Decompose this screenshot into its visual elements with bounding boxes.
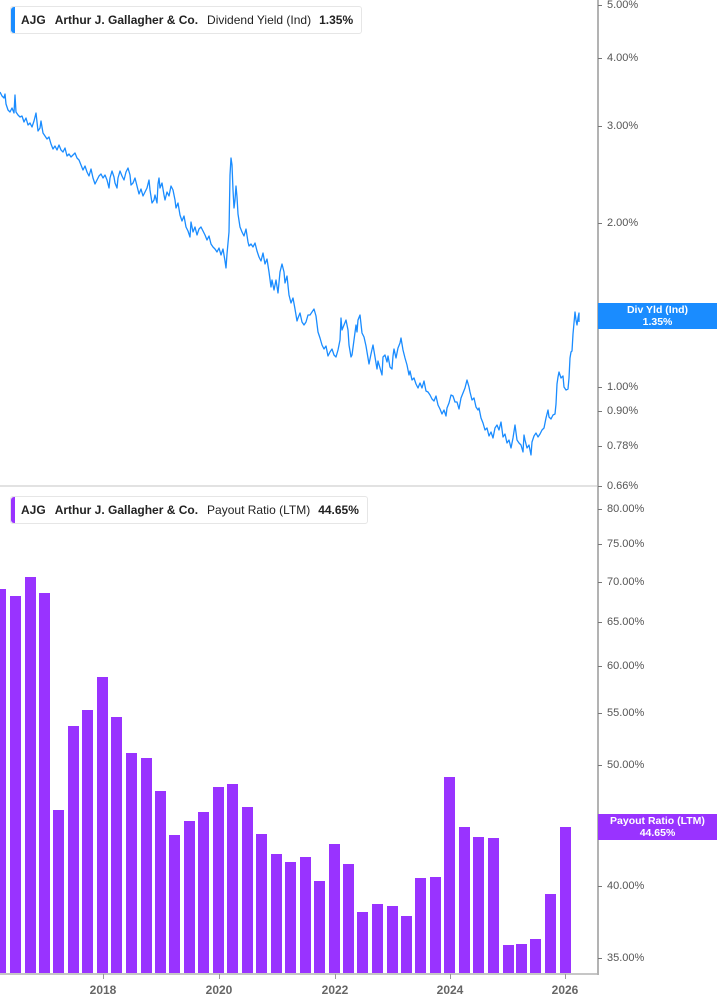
legend-company: Arthur J. Gallagher & Co. <box>54 13 199 27</box>
legend-ticker: AJG <box>21 13 46 27</box>
payout-ratio-legend[interactable]: AJG Arthur J. Gallagher & Co. Payout Rat… <box>10 496 368 524</box>
legend-ticker: AJG <box>21 503 46 517</box>
payout-bar[interactable] <box>141 758 152 973</box>
payout-bar[interactable] <box>488 838 499 973</box>
legend-color-swatch <box>11 7 15 33</box>
payout-bar[interactable] <box>329 844 340 973</box>
payout-bar[interactable] <box>169 835 180 973</box>
y-tick-label: 0.90% <box>607 405 639 417</box>
tick-mark <box>598 5 602 6</box>
payout-bar[interactable] <box>68 726 79 973</box>
payout-bar[interactable] <box>126 753 137 973</box>
payout-bar[interactable] <box>444 777 455 973</box>
dividend-yield-value-flag: Div Yld (Ind) 1.35% <box>598 303 717 329</box>
payout-bar[interactable] <box>387 906 398 973</box>
y-tick-label: 1.00% <box>607 381 639 393</box>
payout-bar[interactable] <box>242 807 253 973</box>
payout-bar[interactable] <box>39 593 50 973</box>
legend-company: Arthur J. Gallagher & Co. <box>54 503 199 517</box>
dividend-yield-plot <box>0 91 598 487</box>
payout-bar[interactable] <box>155 791 166 973</box>
dividend-yield-legend[interactable]: AJG Arthur J. Gallagher & Co. Dividend Y… <box>10 6 363 34</box>
payout-bar[interactable] <box>25 577 36 973</box>
payout-bar[interactable] <box>530 939 541 973</box>
dividend-yield-panel: AJG Arthur J. Gallagher & Co. Dividend Y… <box>0 0 717 492</box>
legend-metric: Payout Ratio (LTM) <box>207 503 311 517</box>
payout-bar[interactable] <box>53 810 64 973</box>
payout-bar[interactable] <box>213 787 224 973</box>
y-axis-line <box>597 0 599 487</box>
payout-bar[interactable] <box>372 904 383 973</box>
payout-bar[interactable] <box>0 589 6 973</box>
legend-color-swatch <box>11 497 15 523</box>
tick-mark <box>598 486 602 487</box>
y-tick-label: 3.00% <box>607 120 639 132</box>
y-tick-label: 2.00% <box>607 217 639 229</box>
payout-bar[interactable] <box>82 710 93 973</box>
payout-bar[interactable] <box>227 784 238 973</box>
tick-mark <box>598 126 602 127</box>
y-tick-label: 0.78% <box>607 440 639 452</box>
legend-value: 1.35% <box>319 13 354 27</box>
payout-bar[interactable] <box>560 827 571 973</box>
payout-bar[interactable] <box>300 857 311 973</box>
payout-bar[interactable] <box>198 812 209 973</box>
payout-bar[interactable] <box>357 912 368 973</box>
y-tick-label: 0.66% <box>607 480 639 492</box>
payout-bar[interactable] <box>314 881 325 973</box>
payout-bar[interactable] <box>111 717 122 973</box>
payout-bar[interactable] <box>285 862 296 973</box>
payout-bar[interactable] <box>271 854 282 973</box>
flag-value: 1.35% <box>642 316 673 328</box>
payout-bar[interactable] <box>10 596 21 973</box>
flag-label: Div Yld (Ind) <box>626 304 689 316</box>
payout-bar[interactable] <box>256 834 267 973</box>
tick-mark <box>598 446 602 447</box>
payout-bar[interactable] <box>516 944 527 973</box>
payout-bar[interactable] <box>184 821 195 973</box>
legend-value: 44.65% <box>318 503 359 517</box>
payout-bar[interactable] <box>473 837 484 973</box>
tick-mark <box>598 387 602 388</box>
payout-bar[interactable] <box>415 878 426 973</box>
payout-bar[interactable] <box>430 877 441 973</box>
legend-metric: Dividend Yield (Ind) <box>207 13 312 27</box>
tick-mark <box>598 58 602 59</box>
payout-bar[interactable] <box>545 894 556 973</box>
tick-mark <box>598 411 602 412</box>
payout-bar[interactable] <box>503 945 514 973</box>
y-tick-label: 5.00% <box>607 0 639 11</box>
y-tick-label: 4.00% <box>607 52 639 64</box>
payout-bar[interactable] <box>401 916 412 973</box>
dividend-yield-line[interactable] <box>0 91 580 456</box>
tick-mark <box>598 223 602 224</box>
payout-ratio-bars <box>0 577 571 973</box>
payout-bar[interactable] <box>459 827 470 973</box>
payout-bar[interactable] <box>97 677 108 973</box>
payout-bar[interactable] <box>343 864 354 973</box>
